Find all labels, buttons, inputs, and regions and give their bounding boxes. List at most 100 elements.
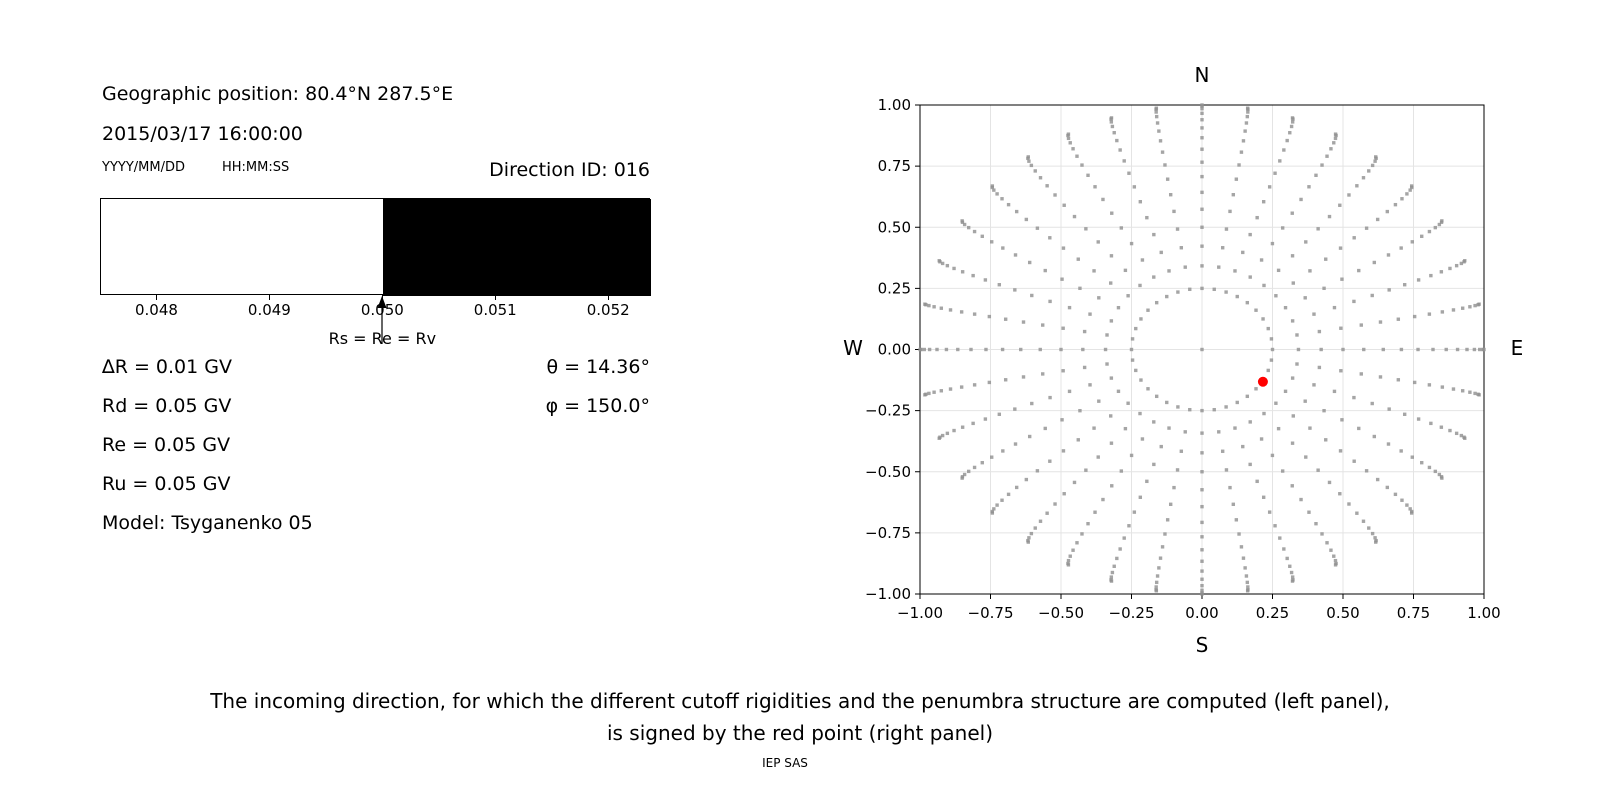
direction-dot bbox=[1066, 558, 1071, 563]
direction-dot bbox=[1088, 383, 1092, 387]
direction-dot bbox=[1200, 225, 1204, 229]
direction-dot bbox=[1154, 106, 1159, 110]
direction-dot bbox=[1266, 368, 1270, 373]
direction-dot bbox=[1000, 197, 1004, 201]
direction-dot bbox=[983, 278, 988, 282]
direction-dot bbox=[1339, 326, 1343, 330]
direction-dot bbox=[1041, 372, 1045, 376]
direction-dot bbox=[1373, 159, 1377, 163]
direction-dot bbox=[1463, 259, 1467, 263]
direction-dot bbox=[980, 234, 984, 239]
direction-dot bbox=[1468, 390, 1472, 394]
direction-dot bbox=[971, 273, 975, 278]
direction-dot bbox=[1038, 176, 1043, 180]
compass-label-east: E bbox=[1511, 336, 1524, 360]
direction-dot bbox=[1399, 347, 1404, 352]
direction-dot bbox=[1096, 240, 1100, 244]
direction-dot bbox=[1408, 188, 1412, 192]
direction-dot bbox=[1289, 124, 1294, 129]
direction-dot bbox=[1364, 469, 1369, 473]
direction-dot bbox=[1139, 317, 1143, 321]
direction-dot bbox=[1361, 519, 1366, 523]
direction-dot bbox=[1092, 269, 1096, 273]
direction-dot bbox=[1465, 347, 1469, 352]
direction-dot bbox=[1013, 253, 1018, 257]
direction-dot bbox=[1274, 294, 1278, 298]
direction-dot bbox=[1373, 536, 1377, 540]
direction-dot bbox=[1155, 574, 1160, 578]
direction-dot bbox=[1246, 585, 1250, 589]
direction-dot bbox=[1340, 277, 1344, 281]
direction-dot bbox=[1146, 387, 1150, 391]
direction-dot bbox=[1385, 209, 1390, 214]
direction-dot bbox=[1059, 347, 1063, 352]
direction-dot bbox=[1061, 369, 1065, 373]
direction-dot bbox=[1241, 250, 1245, 255]
direction-dot bbox=[932, 305, 936, 309]
direction-dot bbox=[1290, 579, 1295, 583]
penumbra-bar-allowed-region bbox=[100, 198, 651, 296]
direction-dot bbox=[1045, 184, 1049, 188]
direction-dot bbox=[1224, 405, 1228, 409]
direction-dot bbox=[960, 476, 964, 480]
direction-dot bbox=[1375, 477, 1380, 482]
param-delta-r: ∆R = 0.01 GV bbox=[102, 356, 232, 378]
direction-dot bbox=[927, 347, 932, 352]
direction-dot bbox=[1367, 526, 1371, 530]
direction-dot bbox=[1200, 126, 1204, 130]
direction-dot bbox=[1364, 226, 1369, 230]
direction-dot bbox=[1235, 294, 1239, 299]
direction-dot bbox=[1200, 347, 1204, 352]
direction-dot bbox=[1290, 441, 1295, 445]
penumbra-tick-mark bbox=[269, 295, 271, 300]
direction-dot bbox=[1387, 407, 1391, 411]
direction-dot bbox=[1399, 449, 1403, 453]
direction-dot bbox=[972, 383, 977, 387]
direction-dot bbox=[1314, 173, 1318, 177]
direction-dot bbox=[1000, 498, 1004, 502]
direction-dot bbox=[1220, 449, 1225, 453]
direction-dot bbox=[1352, 459, 1356, 463]
direction-dot bbox=[1402, 412, 1407, 416]
direction-dot bbox=[1061, 326, 1065, 330]
direction-dot bbox=[1159, 444, 1163, 449]
direction-dot bbox=[1145, 479, 1149, 484]
direction-dot bbox=[1332, 141, 1336, 145]
direction-dot bbox=[1282, 547, 1286, 551]
direction-dot bbox=[1359, 323, 1363, 327]
direction-dot bbox=[1086, 522, 1090, 526]
direction-dot bbox=[1027, 260, 1032, 265]
direction-dot bbox=[1327, 214, 1332, 219]
direction-dot bbox=[1248, 232, 1252, 237]
direction-dot bbox=[1396, 317, 1401, 321]
direction-dot bbox=[1409, 184, 1414, 188]
direction-dot bbox=[1021, 375, 1026, 379]
direction-dot bbox=[992, 507, 996, 511]
direction-dot bbox=[1359, 372, 1363, 376]
direction-dot bbox=[1357, 426, 1361, 431]
direction-dot bbox=[1053, 502, 1057, 506]
direction-dot bbox=[1370, 531, 1375, 536]
penumbra-bar-forbidden-region bbox=[383, 199, 651, 296]
direction-dot bbox=[1276, 426, 1281, 431]
direction-dot bbox=[1459, 433, 1464, 438]
direction-dot bbox=[1220, 246, 1225, 250]
direction-dot bbox=[948, 387, 953, 391]
direction-dot bbox=[1372, 434, 1377, 439]
direction-dot bbox=[1217, 430, 1221, 434]
direction-dot bbox=[1299, 497, 1303, 502]
direction-dot bbox=[1115, 556, 1119, 561]
direction-dot bbox=[1245, 394, 1250, 399]
direction-dot bbox=[1261, 495, 1266, 499]
direction-dot bbox=[1352, 395, 1356, 400]
direction-dot bbox=[1200, 577, 1204, 581]
direction-dot bbox=[1304, 455, 1308, 459]
direction-dot bbox=[1097, 296, 1101, 300]
direction-dot bbox=[1109, 254, 1114, 258]
direction-dot bbox=[1103, 347, 1108, 352]
direction-dot bbox=[1092, 426, 1096, 430]
direction-dot bbox=[1290, 116, 1295, 120]
direction-dot bbox=[1084, 227, 1088, 231]
direction-dot bbox=[1460, 389, 1465, 393]
x-tick-label: −0.75 bbox=[968, 604, 1014, 622]
